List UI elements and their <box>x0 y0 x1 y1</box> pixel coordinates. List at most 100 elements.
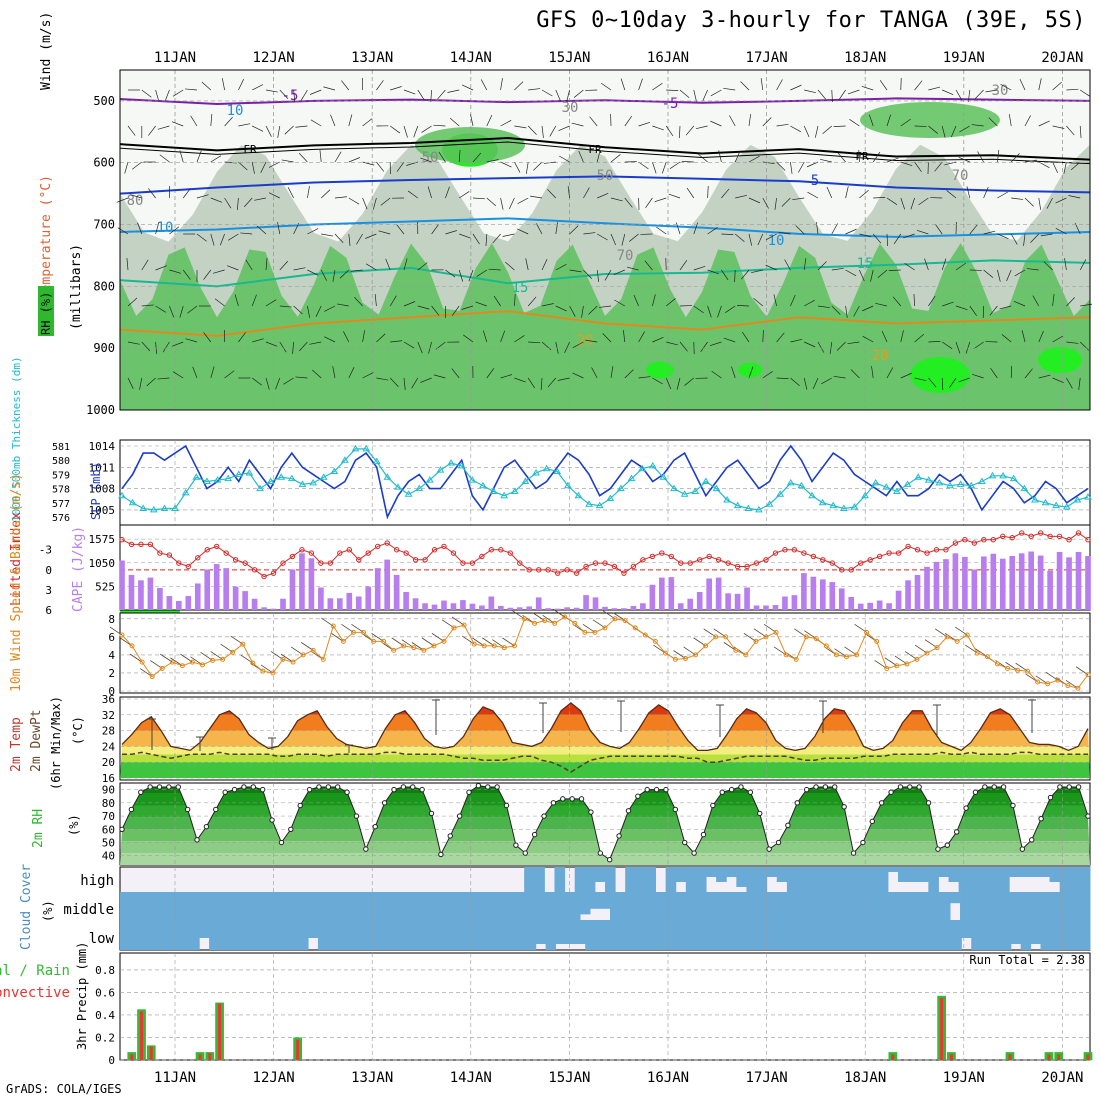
wind-barb <box>1024 115 1031 127</box>
wind-barb <box>1023 233 1026 246</box>
wind-speed-point <box>310 647 316 653</box>
thickness-point <box>786 478 795 486</box>
wind-barb <box>729 115 736 127</box>
rh-point <box>466 789 472 795</box>
cloud-bar <box>268 920 279 950</box>
wind-barb <box>260 161 267 173</box>
wind-barb <box>312 369 322 379</box>
cape-bar <box>374 568 381 610</box>
wind-barb <box>815 222 819 235</box>
thickness-point <box>1020 484 1029 492</box>
wind-barb <box>837 152 846 163</box>
thickness-point <box>298 480 307 487</box>
thickness-point <box>118 491 126 499</box>
wind-barb <box>862 335 874 343</box>
cloud-bar <box>420 892 431 920</box>
rh-point <box>653 786 660 793</box>
wind-speed-point <box>119 632 125 638</box>
rh-point <box>860 839 866 846</box>
wind-barb <box>514 377 526 383</box>
ylabel-lifted-index: Lifted Index <box>9 512 24 606</box>
wind-barb <box>500 161 512 168</box>
wind-speed-point <box>290 659 296 665</box>
wind-barb <box>547 377 557 388</box>
cloud-bar <box>377 920 388 950</box>
thickness-point <box>977 477 986 484</box>
wind-barb <box>665 125 674 137</box>
rh-point <box>456 813 463 819</box>
wind-barb <box>407 190 419 199</box>
wind-barb <box>555 341 559 354</box>
wind-barb <box>826 186 833 199</box>
li-point <box>744 563 750 570</box>
wind-speed-point <box>672 656 678 662</box>
wind-barb <box>790 125 802 133</box>
temp-tick-label: 36 <box>102 693 115 706</box>
time-axis-label-top: 18JAN <box>844 50 886 66</box>
cloud-bar <box>258 920 269 950</box>
li-point <box>1047 533 1053 540</box>
cloud-bar <box>565 920 576 944</box>
wind-barb <box>540 377 543 390</box>
cape-bar <box>327 598 334 610</box>
precip-convective-bar <box>149 1046 153 1060</box>
wind-barb <box>1040 233 1053 237</box>
wind-barb <box>485 233 488 246</box>
wind-barb <box>610 233 617 246</box>
cloud-bar <box>630 892 641 920</box>
wind-barb <box>790 377 800 386</box>
cape-bar <box>725 593 731 610</box>
rh-point <box>850 850 857 856</box>
rh-point <box>213 806 219 813</box>
wind-barb <box>555 305 567 312</box>
wind-speed-point <box>572 620 578 626</box>
li-point <box>1085 536 1091 543</box>
precip-convective-bar <box>140 1011 143 1060</box>
cape-bar <box>128 574 135 610</box>
cloud-bar <box>426 920 438 950</box>
cape-bar <box>545 608 552 610</box>
wind-barb <box>914 377 927 382</box>
li-point <box>337 550 343 556</box>
wind-barb <box>861 85 874 91</box>
cape-bar <box>469 603 476 610</box>
cloud-bar <box>635 867 646 892</box>
wind-barb <box>928 295 936 307</box>
rh-point <box>925 800 932 806</box>
li-point <box>649 553 656 560</box>
li-point <box>573 570 580 576</box>
thickness-point <box>149 505 158 513</box>
wind-barb <box>293 267 306 271</box>
wind-barb <box>350 269 363 272</box>
wind-barb <box>1080 89 1091 97</box>
wind-barb <box>741 269 750 280</box>
wind-speed-point <box>683 656 688 662</box>
credit-label: GrADS: COLA/IGES <box>6 1082 122 1096</box>
precip-convective-bar <box>218 1003 222 1060</box>
cloud-bar <box>796 867 808 892</box>
wind-barb <box>669 161 681 170</box>
wind-barb <box>127 125 136 136</box>
cloud-bar <box>901 920 913 950</box>
contour-label: 30 <box>562 100 579 116</box>
wind-barb <box>942 301 954 307</box>
time-axis-label-bottom: 20JAN <box>1041 1070 1083 1086</box>
wind-barb <box>155 265 167 271</box>
wind-barb <box>928 377 937 388</box>
rh-point <box>344 789 350 795</box>
rh-point <box>419 786 425 793</box>
wind-barb <box>941 377 944 391</box>
cloud-bar <box>968 867 980 892</box>
wind-barb <box>472 197 485 200</box>
cloud-bar <box>520 892 531 920</box>
cape-bar <box>422 603 428 610</box>
cape-bar <box>526 606 533 610</box>
cloud-bar <box>733 920 745 950</box>
wind-barb <box>486 114 493 127</box>
wind-barb <box>323 86 336 91</box>
cloud-bar <box>763 920 774 950</box>
pressure-tick-label: 800 <box>93 279 115 293</box>
time-axis-label-top: 12JAN <box>253 50 295 66</box>
rh-tick-label: 40 <box>102 850 115 863</box>
cape-bar <box>905 580 911 610</box>
